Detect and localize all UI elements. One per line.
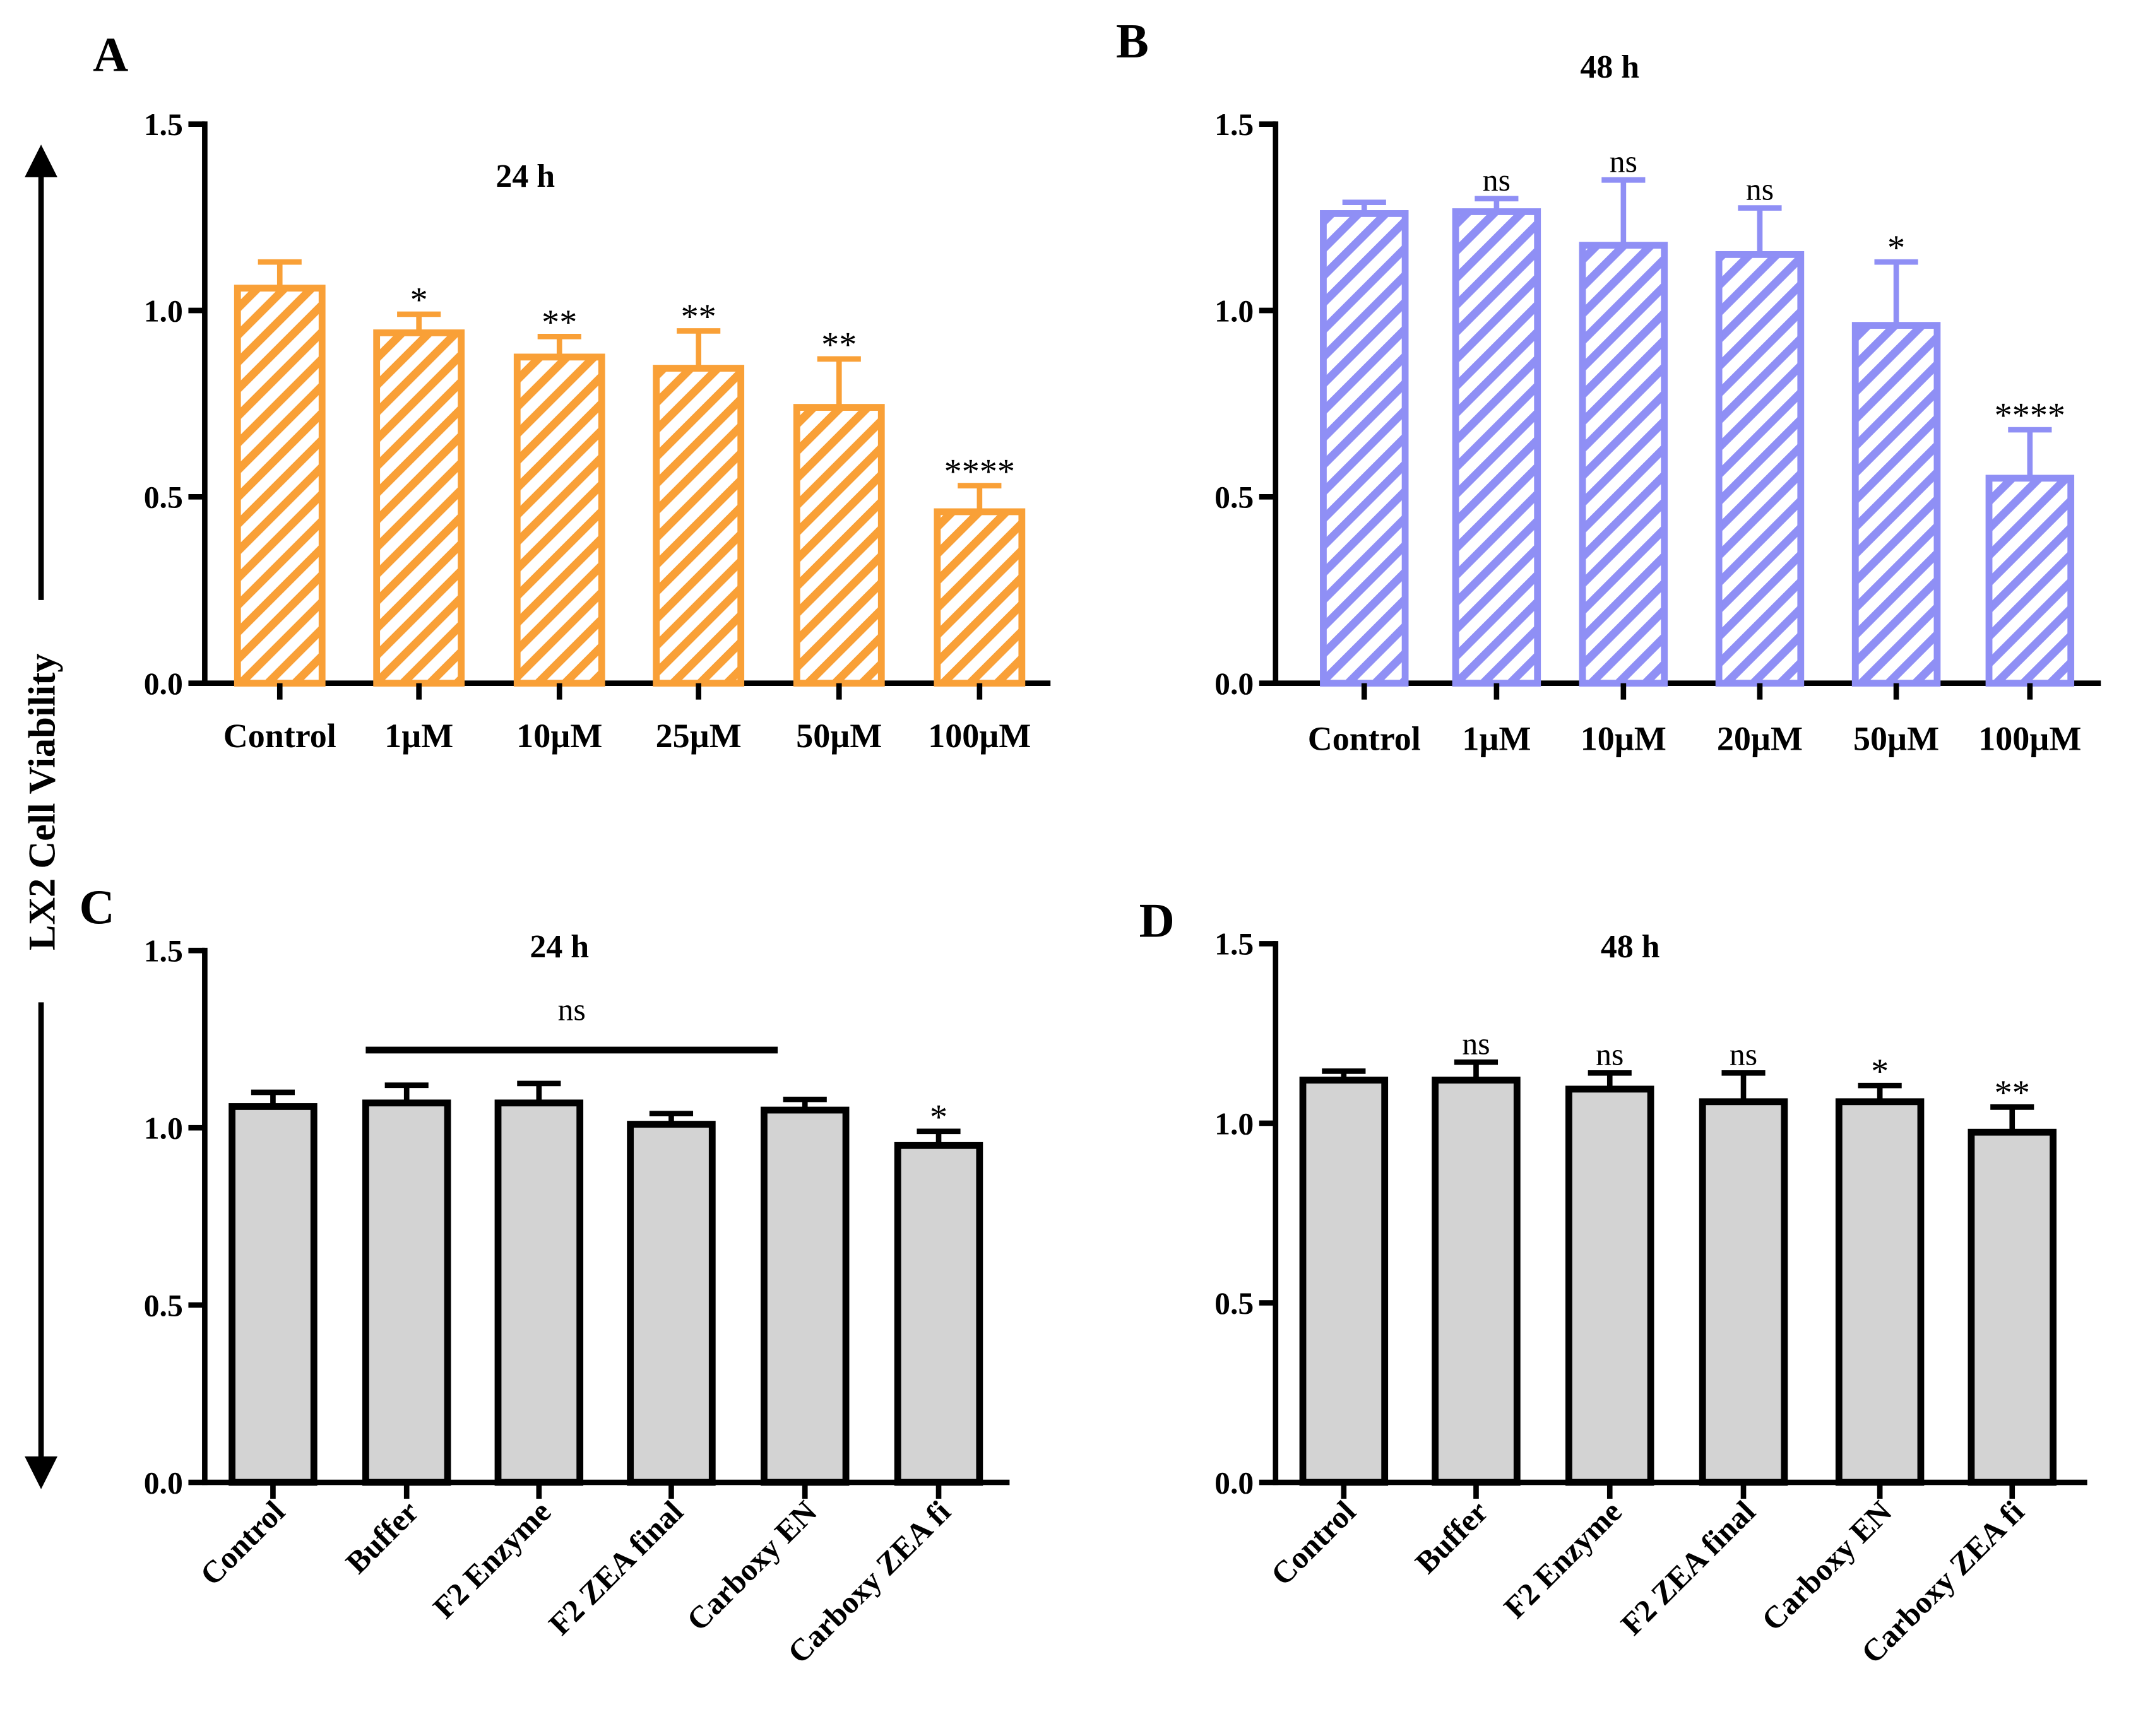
bar — [761, 1106, 850, 1486]
bar — [1565, 1085, 1654, 1486]
panel-letter: A — [93, 27, 128, 81]
y-tick-label: 1.0 — [1214, 1106, 1254, 1141]
panel-letter: B — [1116, 14, 1149, 68]
y-tick-label: 1.5 — [144, 934, 183, 969]
significance-label: ** — [542, 303, 577, 342]
x-tick-label: 10µM — [1581, 720, 1666, 758]
y-tick-label: 0.0 — [144, 666, 183, 701]
significance-label: * — [930, 1097, 947, 1137]
x-tick-label: Control — [193, 1494, 291, 1592]
y-tick-label: 0.5 — [144, 480, 183, 515]
significance-label: **** — [1995, 396, 2065, 435]
y-tick-label: 1.0 — [144, 293, 183, 328]
panel-letter: C — [80, 880, 115, 934]
y-tick-label: 1.5 — [1214, 107, 1254, 142]
chart-title: 24 h — [530, 929, 589, 965]
y-axis-label: LX2 Cell Viability — [21, 653, 64, 950]
x-tick-label: F2 Enzyme — [1497, 1494, 1629, 1626]
bar — [494, 1099, 584, 1486]
x-tick-label: Control — [1308, 720, 1421, 758]
bar — [373, 329, 465, 687]
bar — [362, 1099, 451, 1486]
bar — [793, 404, 885, 687]
x-tick-label: 50µM — [796, 717, 882, 755]
x-tick-label: Buffer — [1408, 1494, 1494, 1580]
y-tick-label: 1.5 — [144, 107, 183, 142]
significance-label: **** — [944, 452, 1015, 491]
x-tick-label: 20µM — [1717, 720, 1803, 758]
bar — [1985, 475, 2075, 687]
significance-label: * — [1871, 1052, 1889, 1091]
y-tick-label: 1.0 — [1214, 293, 1254, 328]
x-tick-label: 100µM — [928, 717, 1031, 755]
x-tick-label: Control — [223, 717, 336, 755]
x-tick-label: Carboxy EN — [1755, 1494, 1898, 1638]
bar — [234, 285, 326, 687]
bar — [1835, 1098, 1925, 1486]
x-tick-label: 100µM — [1978, 720, 2081, 758]
significance-label: ns — [1483, 163, 1511, 198]
bar — [1432, 1077, 1521, 1486]
chart-title: 48 h — [1601, 929, 1660, 965]
y-tick-label: 0.5 — [144, 1288, 183, 1323]
x-tick-label: 1µM — [1462, 720, 1531, 758]
x-tick-label: 10µM — [516, 717, 602, 755]
bar — [513, 353, 605, 687]
significance-label: ns — [1730, 1037, 1757, 1072]
bar — [229, 1103, 318, 1486]
y-tick-label: 0.5 — [1214, 480, 1254, 515]
panel-d: D 48 h 0.0 0.5 1.0 1.5 Control Buffer ns F2 Enzym… — [1139, 894, 2087, 1670]
significance-label: ns — [1462, 1026, 1490, 1061]
x-tick-label: Carboxy EN — [680, 1494, 823, 1638]
x-tick-label: 50µM — [1853, 720, 1939, 758]
y-tick-label: 0.0 — [1214, 666, 1254, 701]
y-tick-label: 0.0 — [1214, 1465, 1254, 1500]
x-tick-label: Control — [1264, 1494, 1362, 1592]
y-tick-label: 1.5 — [1214, 927, 1254, 962]
x-tick-label: F2 Enzyme — [427, 1494, 558, 1626]
bar — [1320, 210, 1409, 687]
y-tick-label: 0.0 — [144, 1465, 183, 1500]
significance-label: ** — [681, 297, 716, 336]
significance-label: ns — [1746, 172, 1774, 207]
bar — [1699, 1098, 1788, 1486]
y-axis-label-group: LX2 Cell Viability — [21, 145, 64, 1489]
chart-title: 48 h — [1580, 49, 1639, 85]
significance-label: ** — [821, 325, 857, 364]
bar — [1968, 1128, 2057, 1486]
chart-title: 24 h — [496, 158, 555, 194]
x-tick-label: Buffer — [339, 1494, 425, 1580]
bar — [653, 365, 745, 687]
significance-label: * — [410, 281, 428, 320]
significance-label: ** — [1995, 1073, 2030, 1113]
bar — [894, 1142, 983, 1486]
significance-label: * — [1887, 228, 1905, 268]
significance-label: ns — [1596, 1037, 1623, 1072]
bar — [1851, 322, 1941, 687]
x-tick-label: F2 ZEA final — [542, 1494, 690, 1642]
panel-c: C 24 h 0.0 0.5 1.0 1.5 Control Buffer F2 EnzymeF… — [80, 880, 1010, 1670]
group-significance-label: ns — [558, 992, 586, 1027]
x-tick-label: F2 ZEA final — [1614, 1494, 1762, 1642]
bar — [934, 508, 1026, 687]
panel-b: B 48 h 0.0 0.5 1.0 1.5 Control 1µM ns 10µM ns 20µM n… — [1116, 14, 2101, 758]
bar — [627, 1121, 716, 1486]
significance-label: ns — [1610, 144, 1637, 179]
x-tick-label: 1µM — [384, 717, 453, 755]
panel-a: A 24 h 0.0 0.5 1.0 1.5 Control 1µM * 10µM ** 25µM **… — [93, 27, 1051, 755]
y-tick-label: 0.5 — [1214, 1286, 1254, 1321]
panel-letter: D — [1139, 894, 1175, 948]
bar — [1452, 208, 1541, 687]
bar — [1715, 251, 1805, 687]
bar — [1299, 1077, 1389, 1486]
bar — [1579, 242, 1668, 687]
x-tick-label: 25µM — [656, 717, 742, 755]
y-tick-label: 1.0 — [144, 1111, 183, 1145]
